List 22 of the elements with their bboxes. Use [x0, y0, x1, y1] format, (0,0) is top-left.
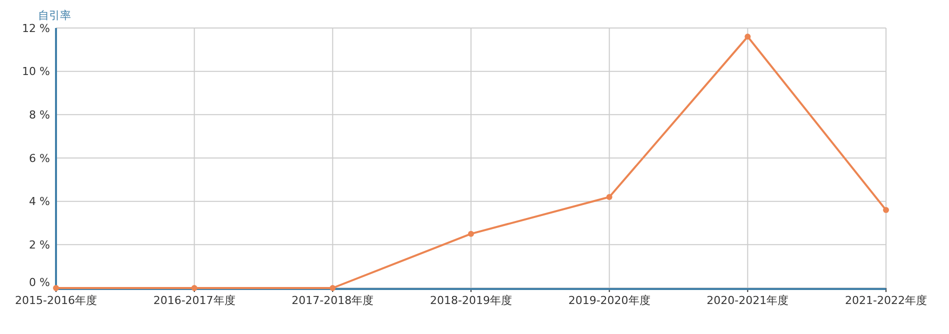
y-tick-label: 4 %	[29, 195, 50, 208]
y-tick-label: 2 %	[29, 238, 50, 252]
x-tick-label: 2021-2022年度	[845, 294, 927, 307]
point	[883, 207, 889, 213]
point	[53, 285, 59, 291]
x-tick-label: 2020-2021年度	[706, 294, 789, 307]
point	[606, 194, 612, 200]
y-axis-title: 自引率	[38, 9, 71, 22]
x-tick-label: 2017-2018年度	[292, 294, 374, 307]
y-tick-label: 10 %	[22, 65, 50, 78]
x-tick-label: 2016-2017年度	[153, 294, 236, 307]
point	[330, 285, 336, 291]
y-tick-label: 6 %	[29, 152, 50, 165]
y-tick-label: 0 %	[29, 276, 50, 289]
y-tick-label: 12 %	[22, 22, 50, 35]
point	[744, 34, 751, 40]
x-tick-label: 2018-2019年度	[430, 294, 512, 307]
point	[468, 230, 474, 237]
x-tick-label: 2019-2020年度	[568, 294, 650, 307]
point	[191, 285, 198, 291]
y-tick-label: 8 %	[29, 108, 50, 122]
x-tick-label: 2015-2016年度	[15, 294, 97, 307]
